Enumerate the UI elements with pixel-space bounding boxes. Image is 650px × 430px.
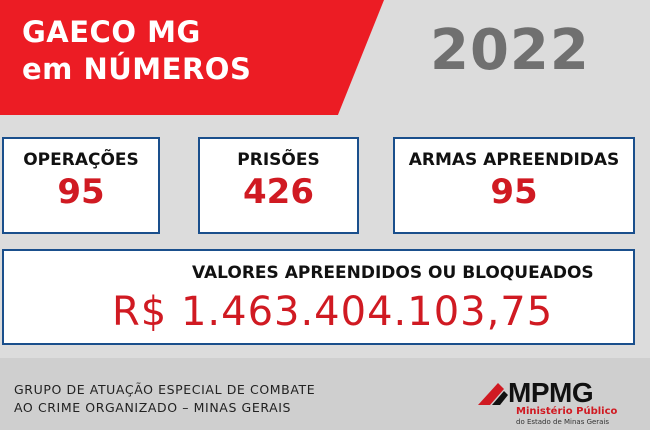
footer-text-line1: GRUPO DE ATUAÇÃO ESPECIAL DE COMBATE bbox=[14, 382, 316, 397]
stat-label-prisoes: PRISÕES bbox=[237, 150, 320, 170]
logo-subtitle: Ministério Público bbox=[516, 406, 618, 417]
title-banner bbox=[0, 0, 384, 115]
mpmg-logo: MPMG Ministério Público do Estado de Min… bbox=[478, 377, 638, 427]
stat-label-valores: VALORES APREENDIDOS OU BLOQUEADOS bbox=[192, 263, 594, 283]
logo-tagline: do Estado de Minas Gerais bbox=[516, 418, 610, 426]
stat-value-prisoes: 426 bbox=[243, 172, 314, 212]
stat-label-armas: ARMAS APREENDIDAS bbox=[408, 150, 620, 170]
stat-card-valores: VALORES APREENDIDOS OU BLOQUEADOS R$ 1.4… bbox=[2, 249, 635, 345]
footer-text-line2: AO CRIME ORGANIZADO – MINAS GERAIS bbox=[14, 400, 292, 415]
stat-value-armas: 95 bbox=[490, 172, 538, 212]
footer-bar: GRUPO DE ATUAÇÃO ESPECIAL DE COMBATE AO … bbox=[0, 358, 650, 430]
stat-card-armas: ARMAS APREENDIDAS 95 bbox=[393, 137, 635, 234]
logo-wordmark: MPMG bbox=[508, 377, 594, 408]
year-label: 2022 bbox=[430, 18, 590, 83]
stat-label-operacoes: OPERAÇÕES bbox=[23, 150, 139, 170]
banner-title-line1: GAECO MG bbox=[22, 15, 201, 49]
stat-card-prisoes: PRISÕES 426 bbox=[198, 137, 359, 234]
stat-value-valores: R$ 1.463.404.103,75 bbox=[112, 289, 554, 335]
banner-title-line2: em NÚMEROS bbox=[22, 52, 252, 86]
stat-card-operacoes: OPERAÇÕES 95 bbox=[2, 137, 160, 234]
stat-value-operacoes: 95 bbox=[57, 172, 105, 212]
mpmg-mark-icon bbox=[478, 383, 508, 405]
